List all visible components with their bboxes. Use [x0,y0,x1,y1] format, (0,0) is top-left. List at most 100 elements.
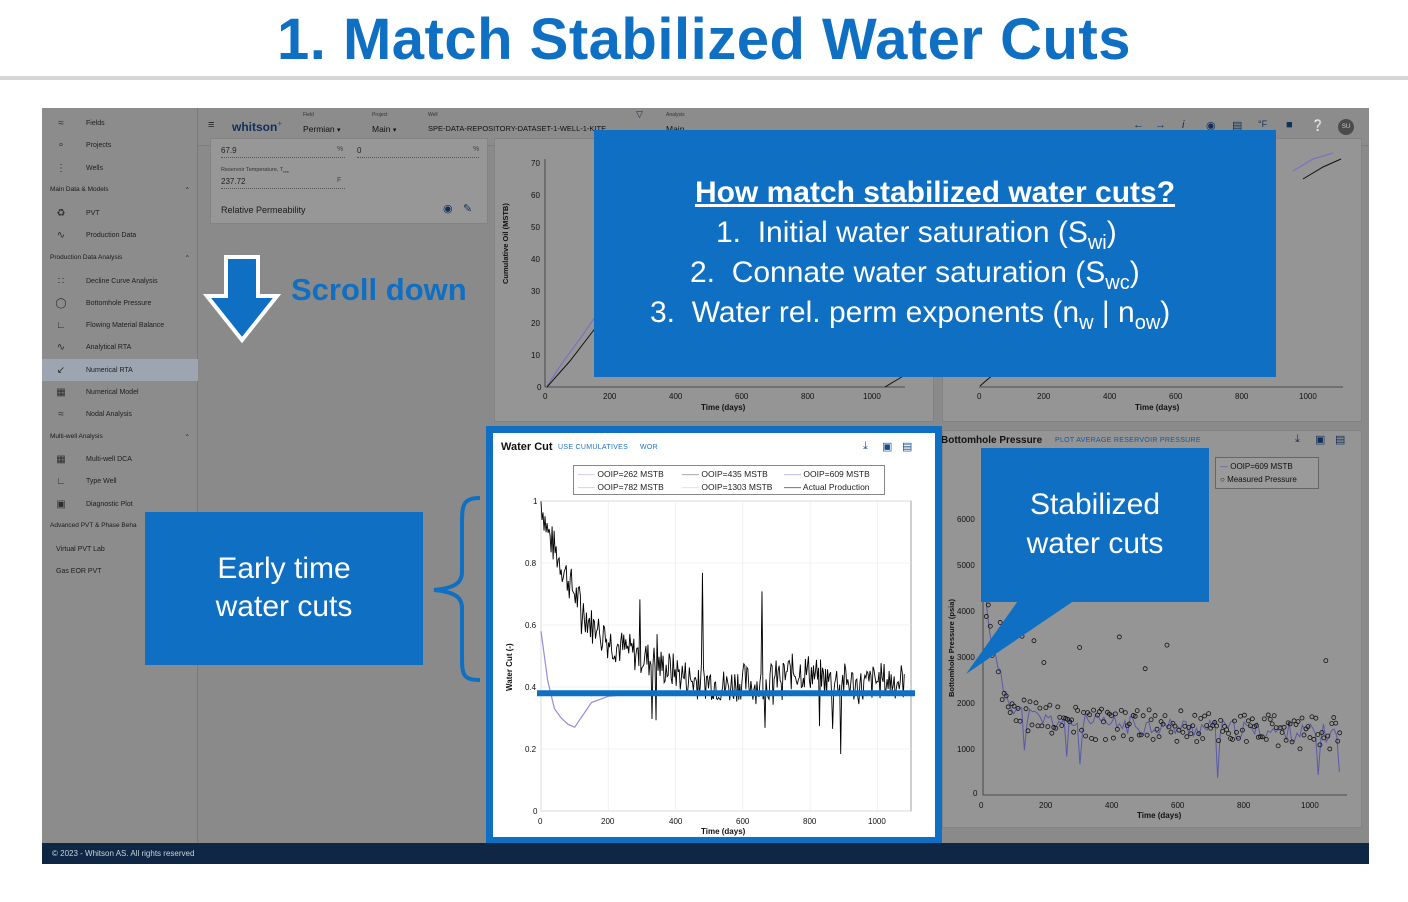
reservoir-temperature-input[interactable]: 237.72 [221,177,246,186]
sidebar-item-dca[interactable]: ∷ Decline Curve Analysis [42,270,198,292]
sidebar-section-multiwell[interactable]: Multi-well Analysis ⌃ [50,433,190,441]
sidebar-item-fields[interactable]: ≈ Fields [42,112,198,134]
sidebar-item-label: Fields [86,119,105,127]
measured-pressure-point [1029,722,1035,728]
help-icon[interactable]: ❔ [1311,120,1325,132]
export-icon[interactable]: ▤ [1335,434,1346,446]
x-tick: 400 [1105,801,1119,810]
y-tick: 0 [533,807,538,816]
sidebar-item-wells[interactable]: ⋮ Wells [42,157,198,179]
x-tick: 400 [669,817,683,826]
sidebar-item-gas-eor-pvt[interactable]: Gas EOR PVT [42,560,198,582]
measured-pressure-point [1087,712,1092,718]
export-icon[interactable]: ▤ [902,441,913,453]
water-cut-legend: —— OOIP=262 MSTB —— OOIP=435 MSTB —— OOI… [573,465,885,495]
field-select[interactable]: Permian ▾ [303,124,341,134]
x-tick: 800 [1237,801,1251,810]
sidebar-section-pda[interactable]: Production Data Analysis ⌃ [50,254,190,262]
sidebar-item-label: Wells [86,164,103,172]
measured-pressure-point [1142,666,1148,672]
sidebar-item-numerical-rta[interactable]: ↙ Numerical RTA [42,359,198,381]
y-tick: 0.4 [525,683,537,692]
measured-pressure-point [1039,723,1045,729]
measured-pressure-point [1138,732,1144,738]
sidebar-item-bhp[interactable]: ◯ Bottomhole Pressure [42,292,198,314]
sidebar-item-label: Numerical Model [86,388,139,396]
sidebar-section-main[interactable]: Main Data & Models ⌃ [50,186,190,194]
sidebar-item-nodal[interactable]: ≈ Nodal Analysis [42,403,198,425]
measured-pressure-point [1257,734,1263,739]
y-axis-label: Water Cut (-) [505,643,514,691]
menu-icon[interactable]: ≡ [208,119,215,131]
measured-pressure-point [1327,746,1333,752]
sidebar-item-production-data[interactable]: ∿ Production Data [42,224,198,246]
measured-pressure-point [1041,660,1047,665]
sidebar-item-numerical-model[interactable]: ▦ Numerical Model [42,381,198,403]
measured-pressure-point [1126,721,1132,727]
measured-pressure-point [1162,713,1168,719]
temperature-unit-icon[interactable]: °F [1258,119,1268,129]
measured-pressure-point [1061,715,1067,721]
sidebar-item-fmb[interactable]: ∟ Flowing Material Balance [42,314,198,336]
legend-item: —— OOIP=262 MSTB [578,469,664,479]
avatar[interactable]: SU [1338,119,1354,135]
fullscreen-icon[interactable]: ▣ [1315,434,1326,446]
analysis-select[interactable]: Main [666,124,685,134]
feedback-icon[interactable]: ■ [1286,119,1293,131]
use-cumulatives-link[interactable]: USE CUMULATIVES [558,444,629,451]
legend-item: —— Actual Production [784,482,870,492]
measured-pressure-point [1188,731,1194,737]
measured-pressure-point [1194,739,1200,745]
x-tick: 200 [1039,801,1053,810]
measured-pressure-point [1025,728,1031,734]
forward-arrow-icon[interactable]: → [1155,119,1166,131]
wor-link[interactable]: WOR [640,444,659,451]
globe-icon[interactable]: ◉ [1206,120,1216,132]
sidebar-section-advanced[interactable]: Advanced PVT & Phase Beha [50,522,137,529]
document-icon[interactable]: ▤ [1232,120,1243,132]
sidebar-item-diagnostic-plot[interactable]: ▣ Diagnostic Plot [42,493,198,515]
y-axis-label: Bottomhole Pressure (psia) [947,599,956,697]
edit-icon[interactable]: ✎ [463,203,473,215]
info-icon[interactable]: i [1182,119,1185,131]
project-select[interactable]: Main ▾ [372,124,397,134]
sidebar-item-projects[interactable]: ∘ Projects [42,134,198,156]
scroll-down-arrow-icon [202,255,282,344]
fullscreen-icon[interactable]: ▣ [882,441,893,453]
sidebar-item-label: Flowing Material Balance [86,321,165,329]
measured-pressure-point [1232,718,1237,724]
measured-pressure-point [1234,729,1239,735]
y-tick: 40 [531,255,540,264]
sidebar-item-multiwell-dca[interactable]: ▦ Multi-well DCA [42,448,198,470]
callout-title: How match stabilized water cuts? [694,176,1176,209]
download-icon[interactable]: ⤓ [863,440,868,452]
measured-pressure-point [1166,724,1172,730]
download-icon[interactable]: ⤓ [1295,433,1300,445]
sidebar-item-label: Analytical RTA [86,343,132,351]
y-tick: 20 [531,319,540,328]
input-value[interactable]: 0 [357,146,362,155]
sidebar-item-type-well[interactable]: ∟ Type Well [42,470,198,492]
sidebar-item-pvt[interactable]: ♻ PVT [42,202,198,224]
x-tick: 1000 [1299,392,1317,401]
input-value[interactable]: 67.9 [221,146,237,155]
measured-pressure-point [1150,737,1156,742]
measured-pressure-point [1023,706,1029,712]
x-tick: 1000 [868,817,886,826]
relative-permeability-label: Relative Permeability [221,205,306,215]
sidebar-item-virtual-pvt-lab[interactable]: Virtual PVT Lab [42,538,198,560]
plot-average-reservoir-pressure-link[interactable]: PLOT AVERAGE RESERVOIR PRESSURE [1055,437,1201,444]
eye-icon[interactable]: ◉ [443,203,453,215]
sidebar-item-analytical-rta[interactable]: ∿ Analytical RTA [42,336,198,358]
back-arrow-icon[interactable]: ← [1133,119,1144,131]
gauge-icon: ◯ [55,297,67,309]
filter-icon[interactable]: ▽ [636,109,643,119]
measured-pressure-point [1249,716,1255,722]
measured-pressure-point [1212,720,1218,725]
sidebar: ≈ Fields ∘ Projects ⋮ Wells Main Data & Mod… [42,108,198,843]
well-select[interactable]: SPE-DATA-REPOSITORY-DATASET-1-WELL-1-KIT… [428,124,607,133]
y-tick: 6000 [957,515,975,524]
x-tick: 400 [669,392,683,401]
measured-pressure-point [1297,746,1303,752]
x-tick: 600 [1169,392,1183,401]
